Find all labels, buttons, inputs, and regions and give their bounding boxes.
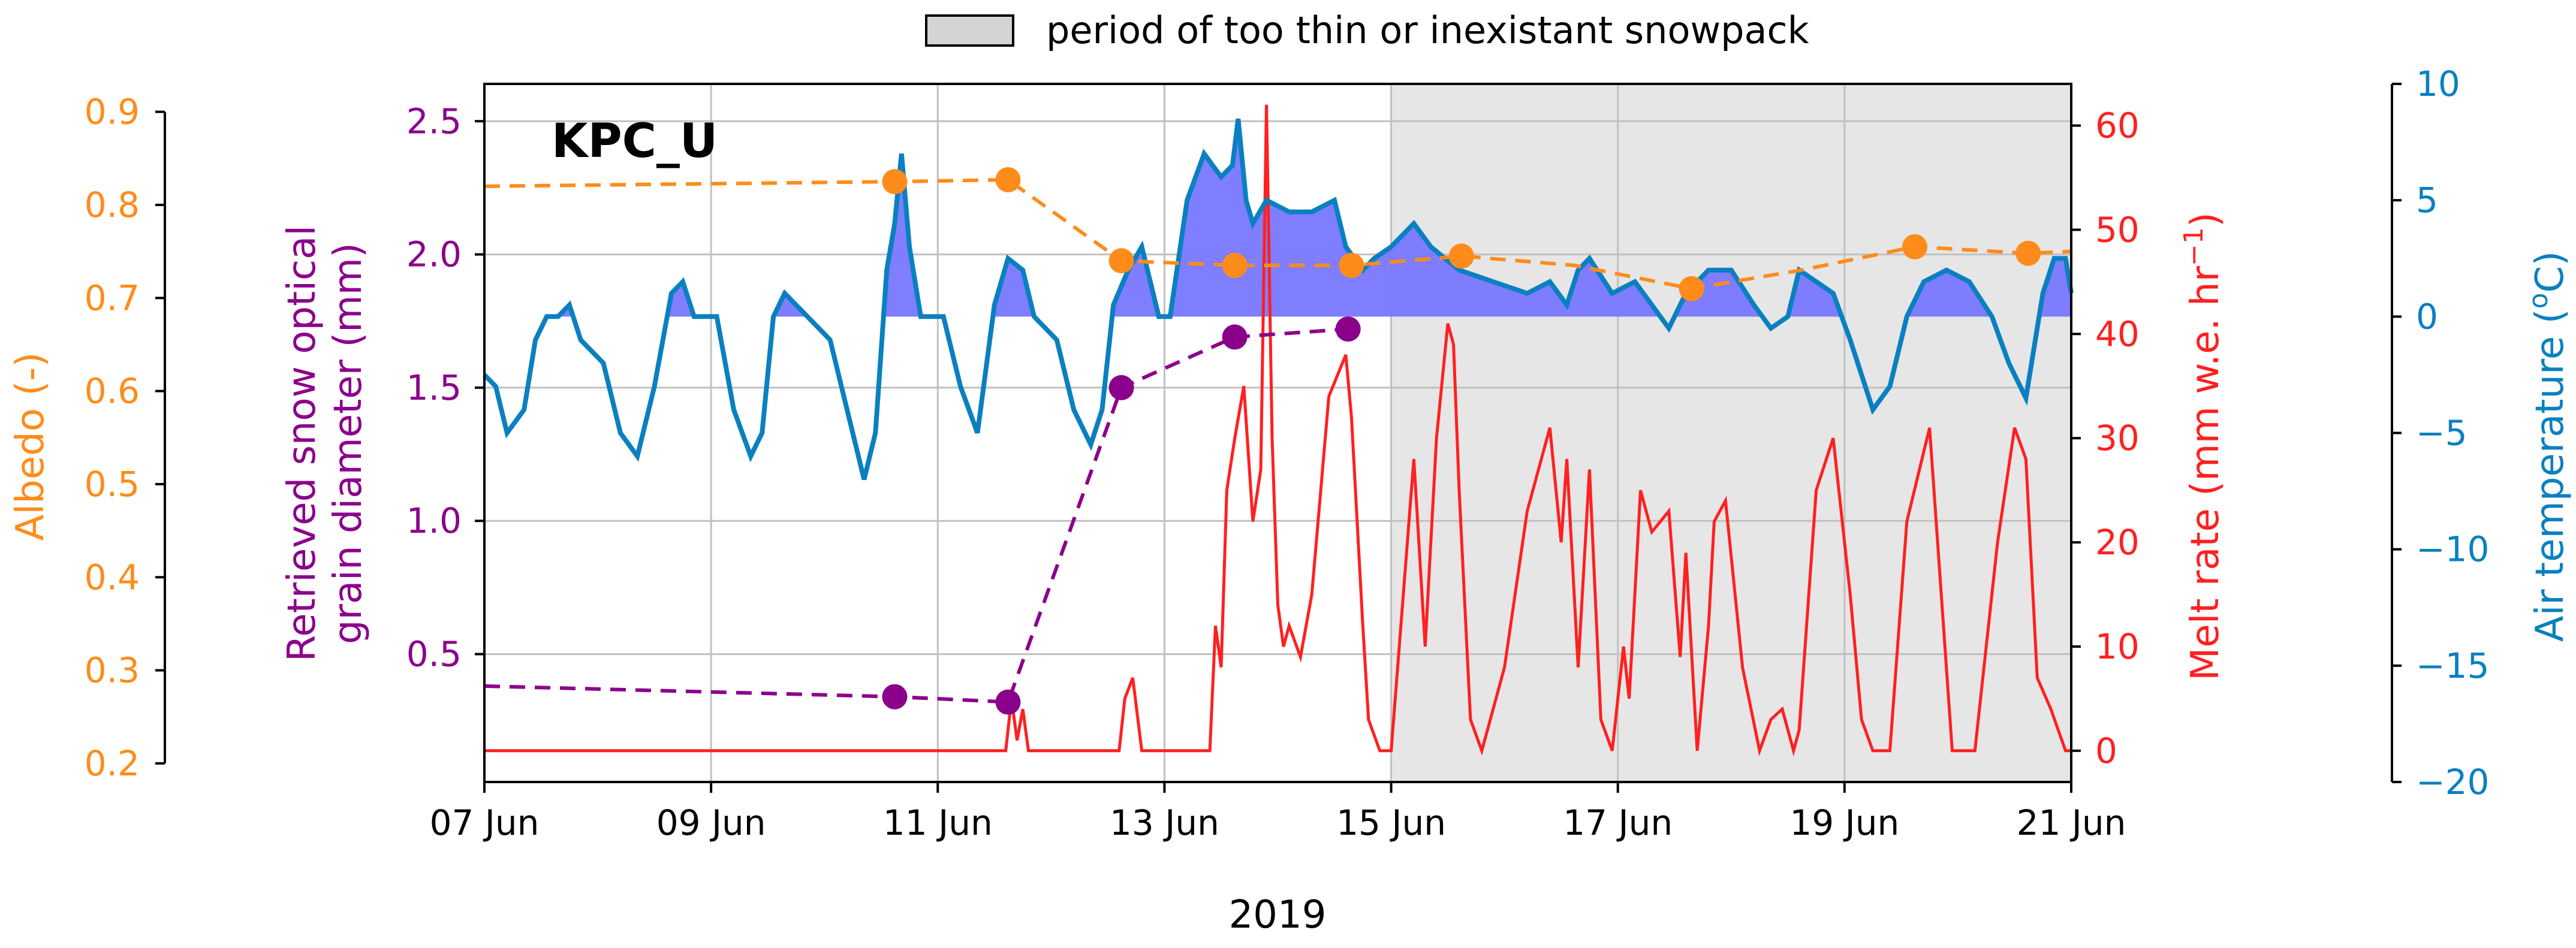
grain-tick-label: 1.5 [406,367,462,408]
albedo-tick-label: 0.3 [85,650,140,691]
melt-axis-title: Melt rate (mm w.e. hr−1) [2179,212,2228,681]
melt-tick-label: 0 [2095,730,2117,771]
grain-axis: 2.5 2.0 1.5 1.0 0.5 [406,84,486,782]
melt-axis-title-sup: −1 [2179,227,2209,266]
temperature-axis-title: Air temperature (oC) [2523,251,2572,642]
x-axis-title: 2019 [1229,893,1327,937]
albedo-axis: 0.9 0.8 0.7 0.6 0.5 0.4 0.3 0.2 [85,92,166,784]
temp-tick-label: −5 [2416,413,2467,454]
temp-tick-label: −15 [2416,645,2489,686]
grain-tick-label: 0.5 [406,634,462,675]
temp-tick-label: 5 [2416,180,2438,221]
grid [483,84,2072,782]
albedo-tick-label: 0.5 [85,464,140,505]
albedo-point [882,169,908,195]
grain-point [1222,324,1248,350]
albedo-point [1448,243,1474,269]
melt-axis: 60 50 40 30 20 10 0 [2070,84,2140,782]
x-tick-label: 11 Jun [883,802,993,843]
temperature-fill-area [558,119,2071,317]
albedo-axis-title: Albedo (-) [8,352,53,541]
legend-swatch-shaded-period [925,14,1014,47]
plot-area: KPC_U [483,83,2074,783]
melt-tick-label: 10 [2095,626,2140,667]
grain-point [1335,316,1361,342]
legend-label: period of too thin or inexistant snowpac… [1046,8,1809,52]
albedo-tick-label: 0.2 [85,743,140,784]
grain-axis-title-line1: Retrieved snow optical [280,225,324,662]
grain-axis-title-line2: grain diameter (mm) [326,243,370,644]
albedo-tick-label: 0.8 [85,185,140,225]
grain-tick-label: 2.5 [406,101,462,141]
melt-tick-label: 60 [2095,105,2140,146]
albedo-tick-label: 0.7 [85,277,140,318]
temp-tick-label: 10 [2416,64,2460,104]
x-tick-label: 13 Jun [1110,802,1219,843]
grain-diameter-line [484,327,1348,704]
albedo-point [1339,252,1364,278]
temperature-axis: 10 5 0 −5 −10 −15 −20 [2391,64,2489,802]
albedo-tick-label: 0.4 [85,557,140,597]
grain-tick-label: 2.0 [406,234,462,275]
x-tick-label: 15 Jun [1336,802,1446,843]
albedo-point [1222,252,1248,278]
albedo-point [1902,234,1928,259]
x-tick-label: 09 Jun [656,802,766,843]
x-tick-label: 17 Jun [1563,802,1673,843]
albedo-point [1679,276,1704,301]
temp-tick-label: −20 [2416,762,2489,802]
albedo-point [1108,248,1134,274]
temp-tick-label: −10 [2416,529,2489,570]
temperature-axis-title-text: Air temperature ( [2528,309,2572,642]
shaded-period-region [1391,84,2071,782]
grain-diameter-markers [882,316,1361,715]
melt-tick-label: 20 [2095,522,2140,563]
x-tick-label: 07 Jun [430,802,540,843]
albedo-tick-label: 0.6 [85,371,140,412]
grain-tick-label: 1.0 [406,500,462,541]
station-label: KPC_U [552,114,718,168]
temperature-axis-title-end: C) [2528,251,2572,293]
x-tick-label: 19 Jun [1789,802,1899,843]
albedo-tick-label: 0.9 [85,92,140,132]
temp-tick-label: 0 [2416,296,2438,337]
legend: period of too thin or inexistant snowpac… [925,8,1809,52]
melt-rate-line [484,104,2071,757]
grain-point [882,684,908,710]
grain-point [995,689,1021,715]
melt-tick-label: 30 [2095,418,2140,458]
x-tick-label: 21 Jun [2017,802,2126,843]
albedo-markers [882,167,2041,301]
x-axis: 07 Jun 09 Jun 11 Jun 13 Jun 15 Jun 17 Jun 19 J… [430,782,2126,843]
melt-tick-label: 40 [2095,313,2140,354]
melt-axis-title-text: Melt rate (mm w.e. hr [2183,265,2228,681]
melt-tick-label: 50 [2095,209,2140,250]
grain-point [1108,375,1134,400]
albedo-point [2015,240,2041,266]
melt-axis-title-end: ) [2183,212,2228,227]
air-temperature-line [483,118,2074,481]
temperature-axis-title-sup: o [2523,292,2554,309]
albedo-point [995,167,1021,192]
